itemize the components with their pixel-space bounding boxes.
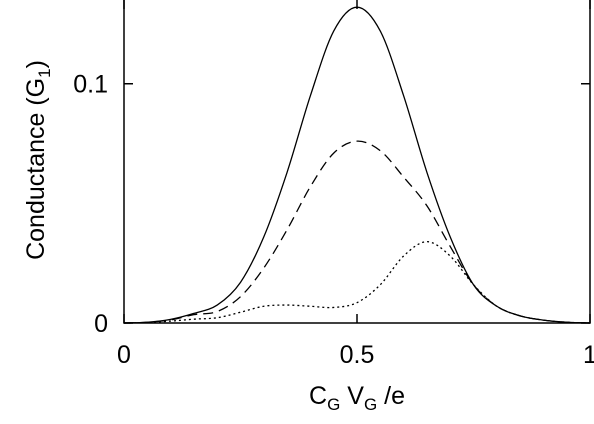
- x-tick-label: 1: [583, 341, 594, 369]
- plot-frame: [123, 0, 591, 324]
- x-tick-label: 0.5: [340, 341, 375, 369]
- y-tick-label: 0.1: [73, 71, 108, 99]
- x-tick-label: 0: [117, 341, 131, 369]
- series-line-solid: [123, 6, 591, 324]
- x-axis-label: CG VG /e: [309, 382, 405, 414]
- curve-layer: [123, 6, 591, 324]
- y-tick-label: 0: [94, 310, 108, 338]
- y-axis-label: Conductance (G1): [22, 60, 54, 260]
- tick-layer: 0 0.5 1 0 0.1: [73, 0, 594, 369]
- series-line-dotted: [123, 240, 591, 324]
- series-line-dashed: [123, 140, 591, 324]
